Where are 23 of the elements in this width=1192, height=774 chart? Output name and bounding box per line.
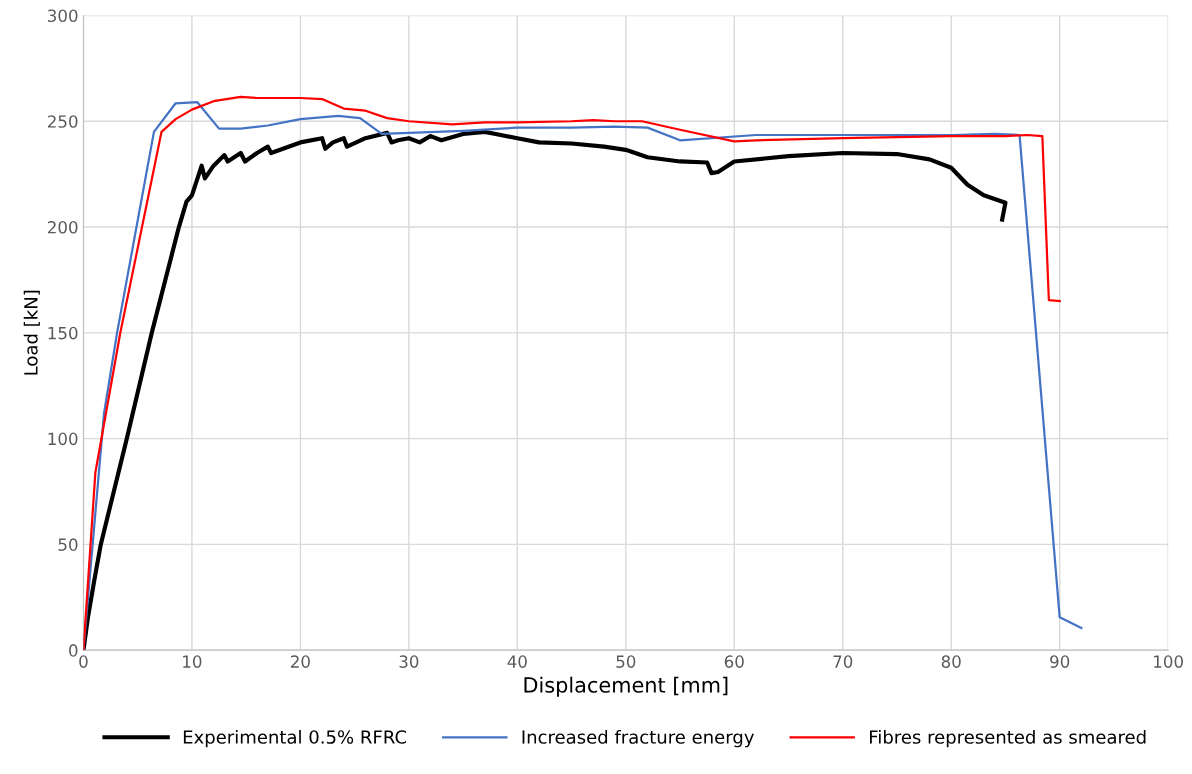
y-tick-label: 100 (48, 432, 78, 446)
x-tick-label: 20 (291, 655, 310, 668)
x-tick-label: 50 (616, 655, 636, 668)
legend-label: Experimental 0.5% RFRC (183, 729, 407, 748)
x-tick-label: 100 (1154, 655, 1183, 668)
y-tick-label: 150 (48, 326, 78, 340)
x-tick-label: 90 (1050, 655, 1070, 668)
y-tick-label: 200 (47, 221, 78, 234)
y-tick-label: 250 (47, 115, 78, 128)
x-tick-label: 30 (399, 655, 419, 668)
legend-label: Increased fracture energy (522, 729, 754, 748)
y-axis-title: Load [kN] (23, 290, 40, 375)
x-tick-label: 10 (183, 655, 202, 668)
y-tick-label: 0 (69, 644, 78, 657)
x-tick-label: 70 (833, 655, 853, 668)
legend-label: Fibres represented as smeared (870, 729, 1146, 748)
x-tick-label: 60 (724, 655, 744, 668)
x-tick-label: 0 (79, 655, 88, 668)
x-tick-label: 40 (507, 655, 527, 668)
y-tick-label: 50 (58, 538, 78, 551)
y-tick-label: 300 (48, 9, 78, 23)
x-axis-title: Displacement [mm] (524, 676, 728, 697)
x-tick-label: 80 (941, 655, 961, 668)
